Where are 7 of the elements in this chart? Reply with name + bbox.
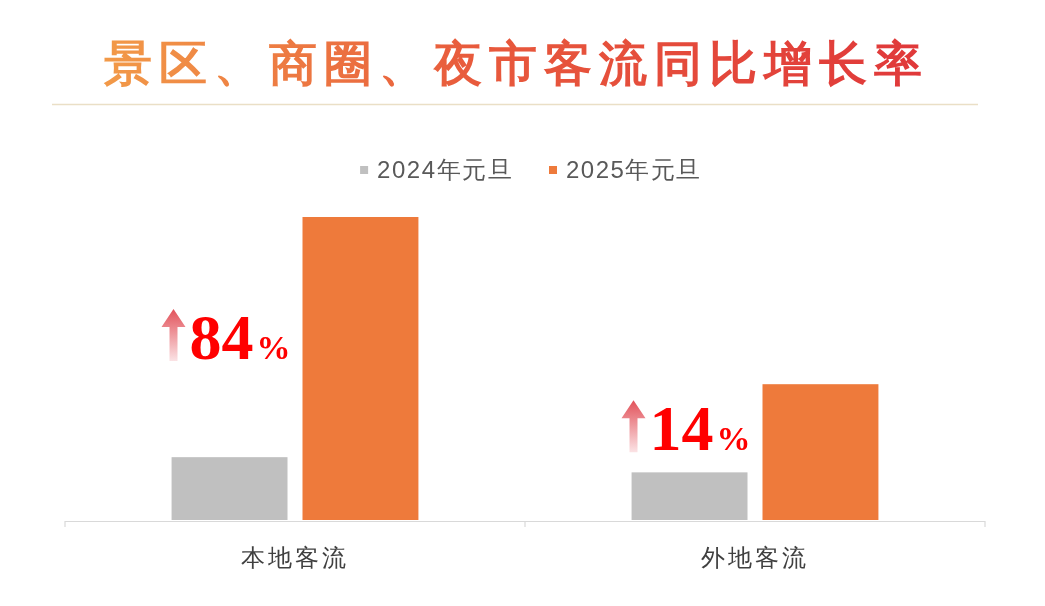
x-tick-label: 外地客流 <box>701 544 809 571</box>
annotation: 14% <box>649 393 751 465</box>
title: 景区、商圈、夜市客流同比增长率 <box>103 37 929 90</box>
legend-label: 2024年元旦 <box>377 156 513 183</box>
x-tick-label: 本地客流 <box>241 544 349 571</box>
legend-label: 2025年元旦 <box>566 156 702 183</box>
annotation: 84% <box>189 302 291 374</box>
